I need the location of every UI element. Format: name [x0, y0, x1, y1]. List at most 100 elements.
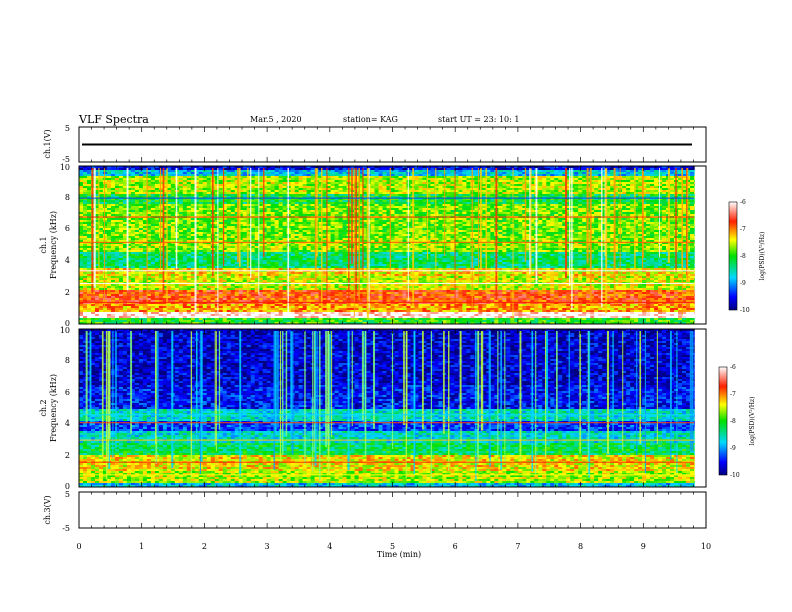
spectrogram-cell [238, 168, 244, 171]
spectrogram-cell [102, 186, 108, 189]
spectrogram-cell [542, 208, 547, 211]
spectrogram-cell [182, 170, 188, 173]
spectrogram-cell [170, 176, 176, 179]
spectrogram-cell [682, 200, 687, 203]
spectrogram-cell [206, 218, 212, 221]
spectrogram-cell [594, 166, 599, 169]
spectrogram-cell [274, 196, 280, 199]
spectrogram-cell [114, 214, 120, 217]
spectrogram-cell [178, 172, 184, 175]
spectrogram-cell [382, 214, 387, 217]
spectrogram-cell [266, 192, 272, 195]
spectrogram-cell [450, 170, 455, 173]
spectrogram-cell [126, 222, 132, 225]
spectrogram-cell [610, 168, 615, 171]
spectrogram-cell [394, 194, 399, 197]
spectrogram-cell [106, 182, 112, 185]
spectrogram-cell [194, 184, 200, 187]
spectrogram-cell [374, 182, 379, 185]
spectrogram-cell [662, 198, 667, 201]
spectrogram-cell [562, 190, 567, 193]
spectrogram-cell [298, 178, 304, 181]
spectrogram-cell [498, 188, 503, 191]
spectrogram-cell [90, 166, 96, 169]
spectrogram-cell [434, 202, 439, 205]
spectrogram-cell [130, 224, 136, 227]
spectrogram-cell [594, 194, 599, 197]
spectrogram-cell [114, 224, 120, 227]
spectrogram-cell [270, 174, 276, 177]
spectrogram-cell [638, 212, 643, 215]
spectrogram-cell [390, 220, 395, 223]
spectrogram-cell [238, 224, 244, 227]
spectrogram-cell [370, 198, 375, 201]
spectrogram-cell [154, 174, 160, 177]
spectrogram-cell [570, 166, 575, 169]
spectrogram-cell [414, 196, 419, 199]
spectrogram-cell [522, 204, 527, 207]
spectrogram-cell [518, 218, 523, 221]
spectrogram-cell [194, 190, 200, 193]
spectrogram-cell [678, 224, 683, 227]
spectrogram-cell [550, 168, 555, 171]
spectrogram-cell [542, 186, 547, 189]
spectrogram-cell [238, 176, 244, 179]
spectrogram-cell [430, 168, 435, 171]
spectrogram-cell [386, 174, 391, 177]
spectrogram-cell [126, 208, 132, 211]
spectrogram-cell [590, 222, 595, 225]
spectrogram-cell [530, 176, 535, 179]
spectrogram-cell [474, 186, 479, 189]
spectrogram-cell [374, 198, 379, 201]
spectrogram-cell [150, 192, 156, 195]
spectrogram-cell [414, 176, 419, 179]
spectrogram-cell [322, 212, 328, 215]
spectrogram-cell [182, 218, 188, 221]
spectrogram-cell [290, 200, 296, 203]
spectrogram-cell [370, 168, 375, 171]
spectrogram-cell [230, 198, 236, 201]
spectrogram-cell [606, 222, 611, 225]
spectrogram-cell [230, 182, 236, 185]
spectrogram-cell [182, 172, 188, 175]
spectrogram-cell [670, 210, 675, 213]
spectrogram-cell [250, 188, 256, 191]
spectrogram-cell [306, 190, 312, 193]
spectrogram-cell [278, 168, 284, 171]
spectrogram-cell [486, 188, 491, 191]
spectrogram-cell [426, 200, 431, 203]
spectrogram-cell [678, 192, 683, 195]
spectrogram-cell [186, 190, 192, 193]
spectrogram-cell [546, 200, 551, 203]
spectrogram-cell [306, 184, 312, 187]
spectrogram-cell [274, 202, 280, 205]
spectrogram-cell [466, 186, 471, 189]
spectrogram-cell [310, 178, 316, 181]
spectrogram-cell [238, 186, 244, 189]
spectrogram-cell [502, 194, 507, 197]
spectrogram-cell [374, 224, 379, 227]
spectrogram-cell [574, 218, 579, 221]
spectrogram-cell [198, 174, 204, 177]
spectrogram-cell [322, 224, 328, 227]
spectrogram-cell [334, 202, 339, 205]
spectrogram-cell [598, 194, 603, 197]
spectrogram-cell [250, 204, 256, 207]
spectrogram-cell [154, 202, 160, 205]
spectrogram-cell [102, 208, 108, 211]
spectrogram-cell [206, 224, 212, 227]
spectrogram-cell [514, 224, 519, 227]
spectrogram-cell [330, 206, 335, 209]
spectrogram-cell [630, 222, 635, 225]
spectrogram-cell [466, 224, 471, 227]
spectrogram-cell [258, 188, 264, 191]
spectrogram-cell [630, 192, 635, 195]
spectrogram-cell [610, 196, 615, 199]
spectrogram-cell [642, 206, 647, 209]
spectrogram-cell [426, 186, 431, 189]
spectrogram-cell [298, 168, 304, 171]
spectrogram-cell [262, 224, 268, 227]
spectrogram-cell [94, 182, 100, 185]
spectrogram-cell [342, 200, 347, 203]
spectrogram-cell [134, 184, 140, 187]
